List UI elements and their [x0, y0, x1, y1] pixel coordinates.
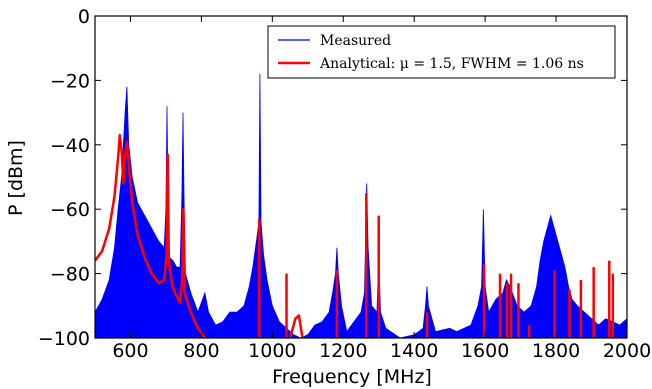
legend-measured-label: Measured [320, 33, 391, 49]
series-analytical-line [95, 133, 206, 338]
x-tick-label: 1000 [248, 340, 296, 362]
y-tick-label: 0 [78, 6, 90, 28]
x-tick-label: 800 [183, 340, 219, 362]
x-tick-label: 1200 [319, 340, 367, 362]
y-tick-label: −80 [50, 264, 90, 286]
x-tick-label: 2000 [603, 340, 651, 362]
legend-analytical-label: Analytical: μ = 1.5, FWHM = 1.06 ns [319, 56, 584, 72]
ticks-layer: 600 800 1000 1200 1400 1600 1800 2000 0 −20 −40 −60… [38, 6, 651, 362]
legend: Measured Analytical: μ = 1.5, FWHM = 1.0… [267, 25, 616, 79]
y-tick-label: −20 [50, 70, 90, 92]
data-layer [95, 73, 627, 338]
x-axis-label: Frequency [MHz] [272, 366, 432, 388]
y-tick-label: −60 [50, 199, 90, 221]
plot-frame [94, 15, 628, 339]
y-tick-label: −100 [38, 328, 90, 350]
y-axis-label: P [dBm] [5, 140, 27, 216]
x-tick-label: 1800 [532, 340, 580, 362]
x-tick-label: 1400 [390, 340, 438, 362]
x-tick-label: 1600 [461, 340, 509, 362]
legend-box [267, 25, 616, 79]
x-tick-label: 600 [112, 340, 148, 362]
series-analytical-bump [288, 314, 304, 338]
y-tick-label: −40 [50, 135, 90, 157]
